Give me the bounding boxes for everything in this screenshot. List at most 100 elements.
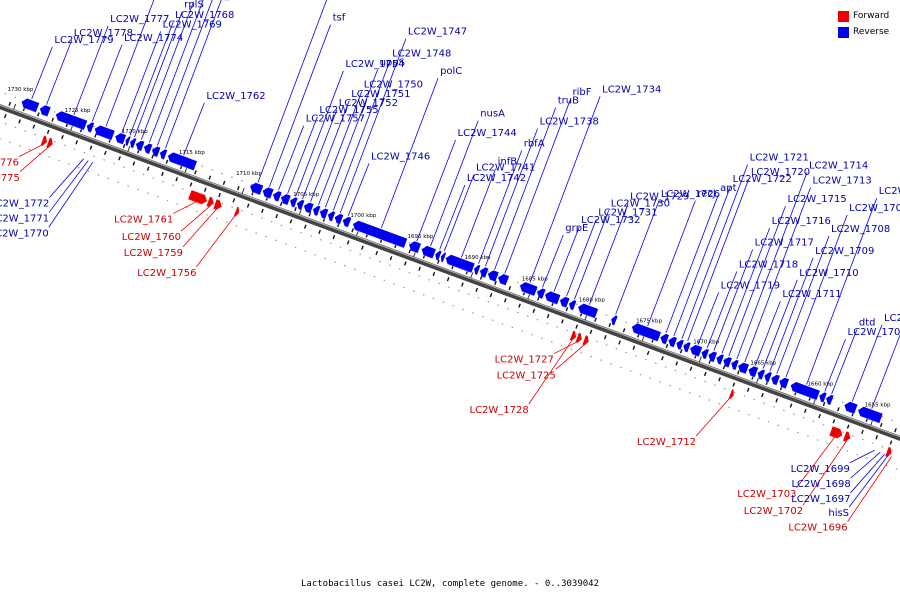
forward-dash (661, 356, 664, 361)
reverse-leader-line (439, 184, 466, 250)
reverse-strand-layer (21, 98, 883, 424)
reverse-leader-line (134, 11, 183, 138)
reverse-gene-shade (692, 353, 699, 358)
reverse-gene-label: LC2W_1701 (884, 313, 900, 324)
reverse-gene-shade (274, 200, 279, 203)
reverse-gene-label: LC2W_1730 (611, 198, 670, 209)
forward-dash (32, 124, 36, 129)
forward-gene (233, 206, 239, 217)
reverse-gene-shade (759, 378, 762, 381)
legend-reverse[interactable]: Reverse (838, 24, 889, 40)
reverse-leader-line (566, 219, 597, 297)
reverse-dash (194, 170, 197, 175)
forward-dash (761, 392, 764, 398)
forward-leader-line (802, 439, 848, 506)
reverse-gene-shade (252, 191, 261, 196)
reverse-dash (122, 143, 126, 149)
forward-dash (646, 350, 650, 356)
reverse-leader-line (762, 279, 798, 369)
scale-tick-label: 1710 kbp (236, 171, 262, 177)
reverse-gene (151, 146, 161, 158)
reverse-leader-line (851, 324, 883, 402)
reverse-swatch (838, 26, 849, 38)
reverse-gene-shade (447, 263, 472, 274)
reverse-gene (303, 202, 314, 214)
legend-forward[interactable]: Forward (838, 8, 889, 24)
reverse-gene-shade (580, 312, 595, 319)
scale-tick-label: 1695 kbp (408, 234, 434, 240)
reverse-gene-label: LC2W_1722 (733, 174, 792, 185)
reverse-gene-label: apt (720, 183, 736, 194)
reverse-gene-label: recJ (697, 189, 716, 200)
reverse-gene (167, 152, 197, 171)
reverse-dash (437, 259, 440, 264)
reverse-leader-line (574, 210, 610, 300)
reverse-gene-shade (703, 357, 706, 360)
forward-dash (103, 150, 107, 156)
reverse-gene-shade (344, 225, 349, 228)
forward-leader-line (553, 340, 579, 355)
reverse-leader-line (49, 158, 84, 198)
reverse-gene-shade (481, 276, 486, 279)
reverse-gene (545, 291, 561, 305)
forward-gene (40, 135, 47, 146)
reverse-leader-line (318, 91, 363, 206)
forward-dash (803, 408, 807, 413)
reverse-gene-shade (561, 305, 567, 309)
reverse-gene-label: LC2W_1699 (791, 464, 850, 475)
forward-dash (218, 192, 221, 198)
reverse-gene-label: LC2W_1757 (306, 114, 365, 125)
reverse-gene-shade (732, 368, 736, 371)
reverse-leader-line (754, 301, 781, 366)
reverse-gene (858, 406, 883, 424)
reverse-gene-label: LC2W_1751 (351, 89, 410, 100)
reverse-gene-shade (474, 273, 478, 276)
forward-gene (843, 431, 851, 442)
forward-gene-shade (187, 198, 202, 205)
reverse-gene-shade (57, 120, 85, 131)
reverse-gene (537, 288, 546, 299)
forward-dash (789, 403, 793, 408)
reverse-leader-line (713, 249, 754, 351)
forward-dash (575, 324, 579, 329)
reverse-gene-shade (153, 155, 158, 158)
backbone-line (0, 104, 900, 441)
forward-dash (375, 250, 379, 256)
forward-leader-line (847, 456, 892, 522)
reverse-gene-label: rbfA (524, 139, 545, 150)
reverse-gene-label: LC2W_1744 (458, 128, 517, 139)
scale-tick-label: 1690 kbp (465, 255, 491, 261)
reverse-leader-line (850, 453, 886, 494)
forward-gene (569, 330, 577, 341)
reverse-gene (764, 372, 772, 383)
forward-dash (161, 171, 164, 177)
reverse-gene (498, 274, 509, 286)
forward-dash (475, 287, 479, 292)
reverse-gene-label: LC2W_1772 (0, 199, 49, 210)
scale-tick-label: 1670 kbp (693, 339, 719, 345)
forward-dash (61, 135, 64, 140)
reverse-leader-line (504, 99, 571, 274)
forward-gene-label: LC2W_1759 (124, 248, 183, 259)
reverse-gene-shade (125, 145, 128, 147)
scale-tick-label: 1725 kbp (65, 108, 91, 114)
forward-dash (618, 340, 621, 345)
reverse-gene-shade (436, 259, 439, 262)
reverse-gene-shade (662, 342, 666, 345)
reverse-gene (519, 282, 538, 296)
label-leader-lines-layer (18, 0, 900, 522)
forward-gene (188, 190, 207, 205)
forward-dash (889, 440, 893, 445)
scale-tick (470, 272, 474, 279)
reverse-leader-line (736, 172, 808, 360)
reverse-leader-line (850, 452, 881, 479)
forward-dash (261, 208, 264, 213)
reverse-gene-label: LC2W_1704 (848, 327, 900, 338)
reverse-leader-line (776, 235, 830, 374)
reverse-gene-shade (546, 300, 558, 305)
reverse-leader-line (588, 203, 629, 305)
reverse-gene (262, 187, 274, 199)
forward-dash (603, 335, 607, 340)
forward-dash (589, 329, 593, 335)
